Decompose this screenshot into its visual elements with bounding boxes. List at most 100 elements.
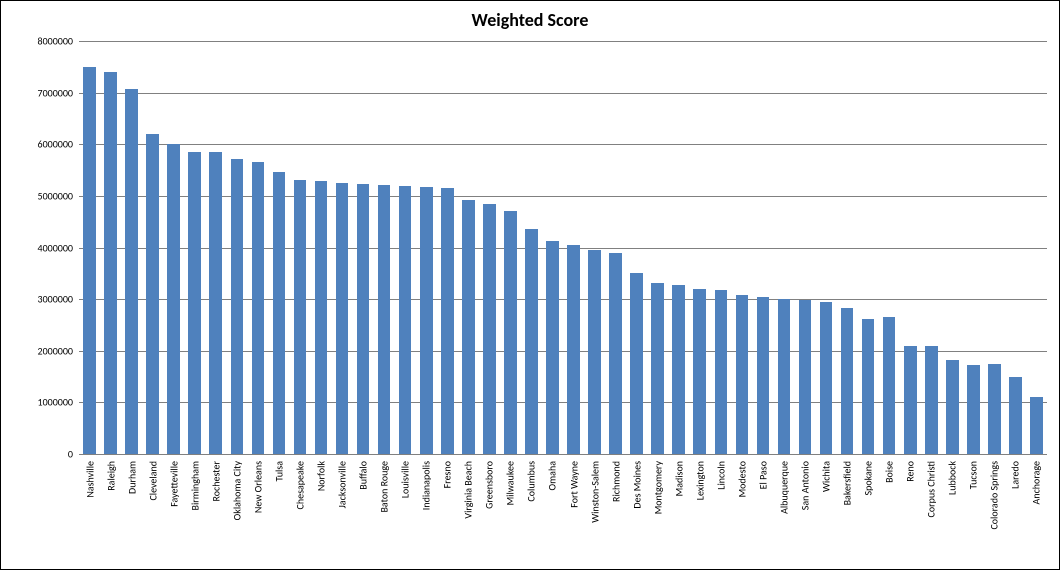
bar: [757, 297, 770, 454]
bar: [294, 180, 307, 454]
bar: [820, 302, 833, 454]
bar: [336, 183, 349, 454]
bar: [883, 317, 896, 454]
x-tick-label: Indianapolis: [420, 461, 433, 510]
bar: [357, 184, 370, 454]
y-tick-label: 0: [68, 448, 79, 461]
x-tick-label: Greensboro: [483, 461, 496, 509]
bar: [504, 211, 517, 454]
bar: [231, 159, 244, 454]
bar: [588, 250, 601, 454]
bar: [378, 185, 391, 454]
y-tick-label: 3000000: [38, 293, 79, 306]
y-tick-label: 5000000: [38, 189, 79, 202]
bar: [672, 285, 685, 454]
x-tick-label: Corpus Christi: [925, 461, 938, 518]
gridline: [79, 454, 1047, 455]
bar: [862, 319, 875, 454]
bar: [715, 290, 728, 454]
x-tick-label: Anchorage: [1030, 461, 1043, 504]
x-tick-label: Birmingham: [188, 461, 201, 511]
bar: [988, 364, 1001, 454]
bar: [441, 188, 454, 454]
bar: [925, 346, 938, 454]
x-tick-label: New Orleans: [251, 461, 264, 513]
bar: [399, 186, 412, 454]
x-tick-label: Cleveland: [146, 461, 159, 501]
x-tick-label: Norfolk: [315, 461, 328, 491]
x-tick-label: Jacksonville: [336, 461, 349, 508]
x-tick-label: Columbus: [525, 461, 538, 502]
chart-container: Weighted Score 0100000020000003000000400…: [0, 0, 1060, 570]
chart-title: Weighted Score: [1, 9, 1059, 31]
bar: [83, 67, 96, 454]
bar: [1030, 397, 1043, 454]
bar: [841, 308, 854, 454]
x-tick-label: Fort Wayne: [567, 461, 580, 508]
x-tick-label: Wichita: [820, 461, 833, 492]
bar: [462, 200, 475, 454]
x-tick-label: Virginia Beach: [462, 461, 475, 519]
x-tick-label: Albuquerque: [777, 461, 790, 514]
x-tick-label: Boise: [883, 461, 896, 483]
x-tick-label: Rochester: [209, 461, 222, 501]
y-tick-label: 1000000: [38, 396, 79, 409]
x-tick-label: Spokane: [862, 461, 875, 496]
x-tick-label: Madison: [672, 461, 685, 496]
bar: [546, 241, 559, 454]
x-tick-label: Lincoln: [714, 461, 727, 490]
bar: [778, 299, 791, 454]
bar: [315, 181, 328, 454]
x-tick-label: Richmond: [609, 461, 622, 502]
bar: [651, 283, 664, 454]
y-tick-label: 4000000: [38, 241, 79, 254]
bar: [483, 204, 496, 454]
y-tick-label: 2000000: [38, 344, 79, 357]
bar: [567, 245, 580, 454]
bar: [252, 162, 265, 454]
x-tick-label: Fayetteville: [167, 461, 180, 507]
bar: [630, 273, 643, 454]
x-tick-label: Tulsa: [272, 461, 285, 482]
bar: [146, 134, 159, 454]
x-tick-label: Oklahoma City: [230, 461, 243, 520]
x-tick-label: El Paso: [756, 461, 769, 489]
plot-area: 0100000020000003000000400000050000006000…: [79, 41, 1047, 455]
x-tick-label: Modesto: [735, 461, 748, 497]
y-tick-label: 7000000: [38, 86, 79, 99]
bar: [104, 72, 117, 454]
x-tick-label: Chesapeake: [293, 461, 306, 509]
x-tick-label: Raleigh: [104, 461, 117, 491]
bar: [125, 89, 138, 455]
x-tick-label: Durham: [125, 461, 138, 494]
bar: [273, 172, 286, 454]
x-tick-label: Omaha: [546, 461, 559, 490]
x-tick-label: Buffalo: [357, 461, 370, 490]
x-tick-label: Louisville: [399, 461, 412, 498]
x-tick-label: Lubbock: [946, 461, 959, 495]
x-tick-label: Lexington: [693, 461, 706, 500]
bar: [609, 253, 622, 454]
bar: [946, 360, 959, 454]
x-tick-label: Montgomery: [651, 461, 664, 514]
bar: [167, 144, 180, 454]
x-tick-label: Fresno: [441, 461, 454, 488]
x-tick-label: Colorado Springs: [988, 461, 1001, 530]
x-axis-labels: Nashville Raleigh Durham Cleveland Fayettevi…: [79, 457, 1047, 569]
y-tick-label: 8000000: [38, 35, 79, 48]
bar: [693, 289, 706, 454]
bar: [1009, 377, 1022, 454]
x-tick-label: Winston-Salem: [588, 461, 601, 523]
bar: [736, 295, 749, 454]
x-tick-label: Milwaukee: [504, 461, 517, 505]
y-tick-label: 6000000: [38, 138, 79, 151]
bar: [967, 365, 980, 454]
x-tick-label: Laredo: [1009, 461, 1022, 489]
x-tick-label: Reno: [904, 461, 917, 482]
x-tick-label: Nashville: [83, 461, 96, 498]
bar: [420, 187, 433, 454]
x-tick-label: Tucson: [967, 461, 980, 489]
x-tick-label: Des Moines: [630, 461, 643, 509]
x-tick-label: Bakersfield: [841, 461, 854, 505]
x-tick-label: San Antonio: [799, 461, 812, 510]
